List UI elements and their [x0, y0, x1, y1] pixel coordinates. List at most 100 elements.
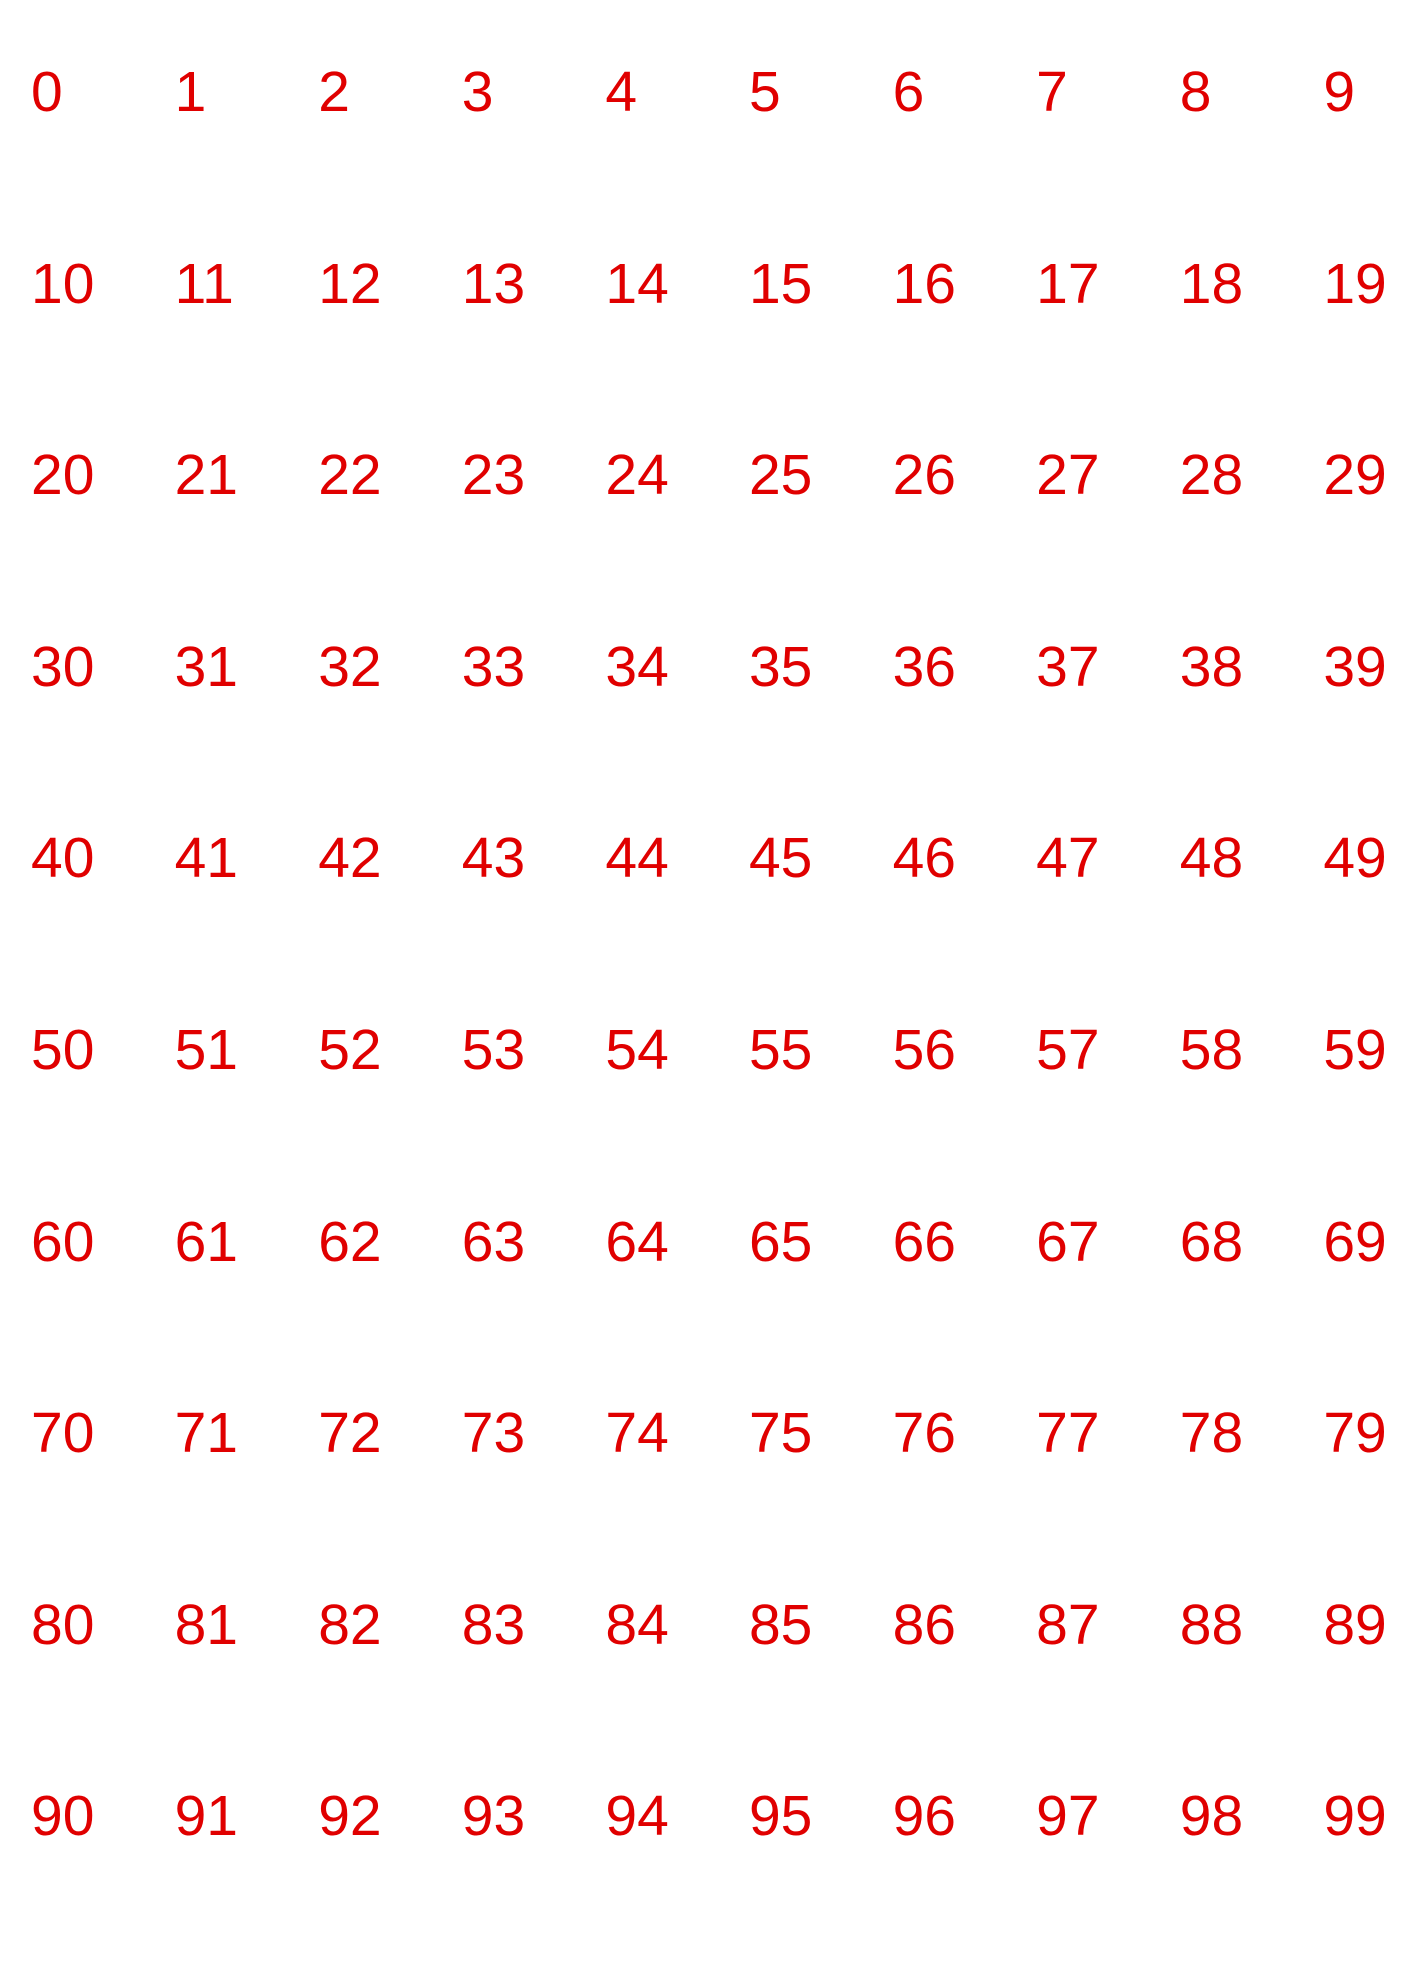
- number-cell: 86: [892, 1592, 956, 1657]
- number-cell: 93: [461, 1784, 526, 1849]
- number-cell: 15: [748, 251, 813, 316]
- number-cell: 21: [174, 443, 238, 508]
- number-cell: 50: [31, 1017, 95, 1082]
- number-cell: 97: [1036, 1784, 1100, 1849]
- number-cell: 56: [892, 1017, 956, 1082]
- number-cell: 31: [174, 634, 238, 699]
- number-cell: 79: [1323, 1401, 1387, 1466]
- number-cell: 43: [461, 826, 526, 891]
- number-cell: 96: [892, 1784, 956, 1849]
- number-cell: 5: [748, 60, 781, 124]
- number-cell: 83: [461, 1592, 526, 1657]
- number-cell: 41: [174, 826, 238, 891]
- number-cell: 18: [1179, 251, 1244, 316]
- number-cell: 35: [748, 634, 813, 699]
- number-cell: 74: [605, 1401, 669, 1466]
- number-cell: 19: [1323, 251, 1387, 316]
- number-cell: 69: [1323, 1209, 1387, 1274]
- number-cell: 89: [1323, 1592, 1387, 1657]
- number-cell: 55: [748, 1017, 813, 1082]
- number-cell: 51: [174, 1017, 238, 1082]
- number-cell: 2: [318, 60, 350, 124]
- number-cell: 61: [174, 1209, 238, 1274]
- number-cell: 57: [1036, 1017, 1100, 1082]
- number-cell: 17: [1036, 251, 1100, 316]
- number-cell: 42: [318, 826, 382, 891]
- number-cell: 8: [1179, 60, 1212, 124]
- number-cell: 75: [748, 1401, 813, 1466]
- number-cell: 53: [461, 1017, 526, 1082]
- number-cell: 70: [31, 1401, 95, 1466]
- number-grid: 0 1 2 3 4 5 6 7 8 9 10 11 12 13 14 15 16 17 18 19 20 21 22 23 24…: [31, 64, 1401, 1980]
- number-cell: 16: [892, 251, 956, 316]
- number-cell: 87: [1036, 1592, 1100, 1657]
- number-cell: 99: [1323, 1784, 1387, 1849]
- number-cell: 44: [605, 826, 669, 891]
- number-cell: 38: [1179, 634, 1244, 699]
- number-cell: 12: [318, 251, 382, 316]
- number-cell: 63: [461, 1209, 526, 1274]
- number-cell: 37: [1036, 634, 1100, 699]
- number-cell: 73: [461, 1401, 526, 1466]
- number-cell: 0: [31, 60, 63, 124]
- number-cell: 7: [1036, 60, 1068, 124]
- number-cell: 98: [1179, 1784, 1244, 1849]
- number-cell: 33: [461, 634, 526, 699]
- number-cell: 65: [748, 1209, 813, 1274]
- number-cell: 78: [1179, 1401, 1244, 1466]
- number-cell: 84: [605, 1592, 669, 1657]
- number-cell: 52: [318, 1017, 382, 1082]
- number-cell: 76: [892, 1401, 956, 1466]
- number-cell: 34: [605, 634, 669, 699]
- number-cell: 48: [1179, 826, 1244, 891]
- number-cell: 68: [1179, 1209, 1244, 1274]
- number-cell: 59: [1323, 1017, 1387, 1082]
- number-cell: 4: [605, 60, 638, 124]
- number-cell: 28: [1179, 443, 1244, 508]
- number-cell: 71: [174, 1401, 238, 1466]
- number-cell: 45: [748, 826, 813, 891]
- number-cell: 85: [748, 1592, 813, 1657]
- number-cell: 39: [1323, 634, 1387, 699]
- number-cell: 24: [605, 443, 669, 508]
- number-cell: 47: [1036, 826, 1100, 891]
- number-cell: 91: [174, 1784, 238, 1849]
- number-cell: 72: [318, 1401, 382, 1466]
- number-cell: 3: [461, 60, 494, 124]
- number-cell: 13: [461, 251, 526, 316]
- number-cell: 92: [318, 1784, 382, 1849]
- number-cell: 40: [31, 826, 95, 891]
- number-cell: 9: [1323, 60, 1356, 124]
- number-cell: 94: [605, 1784, 669, 1849]
- number-cell: 67: [1036, 1209, 1100, 1274]
- number-cell: 20: [31, 443, 95, 508]
- number-cell: 82: [318, 1592, 382, 1657]
- number-cell: 36: [892, 634, 956, 699]
- number-cell: 27: [1036, 443, 1100, 508]
- number-cell: 77: [1036, 1401, 1100, 1466]
- number-cell: 1: [174, 60, 207, 124]
- number-cell: 26: [892, 443, 956, 508]
- number-cell: 64: [605, 1209, 669, 1274]
- number-cell: 46: [892, 826, 956, 891]
- number-cell: 62: [318, 1209, 382, 1274]
- number-cell: 32: [318, 634, 382, 699]
- number-cell: 14: [605, 251, 669, 316]
- number-cell: 22: [318, 443, 382, 508]
- number-cell: 66: [892, 1209, 956, 1274]
- number-cell: 88: [1179, 1592, 1244, 1657]
- number-cell: 6: [892, 60, 925, 124]
- number-cell: 10: [31, 251, 95, 316]
- number-cell: 49: [1323, 826, 1387, 891]
- number-cell: 90: [31, 1784, 95, 1849]
- number-cell: 81: [174, 1592, 238, 1657]
- number-cell: 23: [461, 443, 526, 508]
- number-cell: 95: [748, 1784, 813, 1849]
- number-cell: 58: [1179, 1017, 1244, 1082]
- number-cell: 29: [1323, 443, 1387, 508]
- number-cell: 25: [748, 443, 813, 508]
- number-cell: 30: [31, 634, 95, 699]
- number-cell: 80: [31, 1592, 95, 1657]
- number-cell: 60: [31, 1209, 95, 1274]
- number-cell: 54: [605, 1017, 669, 1082]
